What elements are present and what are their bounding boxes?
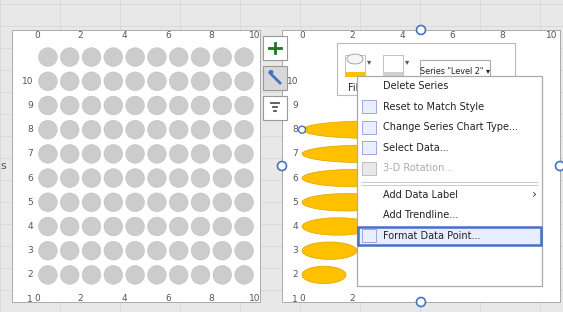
Circle shape — [38, 193, 57, 212]
Text: Fill: Fill — [348, 83, 361, 93]
Text: 4: 4 — [122, 294, 127, 303]
Circle shape — [169, 241, 188, 260]
Circle shape — [191, 120, 210, 139]
Circle shape — [82, 120, 101, 139]
Text: Outline: Outline — [376, 83, 411, 93]
Circle shape — [169, 193, 188, 212]
Text: 6: 6 — [449, 31, 455, 40]
Circle shape — [60, 241, 79, 260]
Text: Series "Level 2" ▾: Series "Level 2" ▾ — [420, 67, 490, 76]
Text: 2: 2 — [349, 294, 355, 303]
Circle shape — [104, 241, 123, 260]
Circle shape — [235, 241, 253, 260]
Circle shape — [148, 144, 166, 163]
Circle shape — [82, 144, 101, 163]
Text: 9: 9 — [292, 101, 298, 110]
FancyBboxPatch shape — [282, 30, 560, 302]
Circle shape — [417, 298, 426, 306]
Circle shape — [60, 120, 79, 139]
Circle shape — [38, 241, 57, 260]
Text: 0: 0 — [34, 31, 40, 40]
Text: 2: 2 — [349, 31, 355, 40]
Circle shape — [191, 72, 210, 91]
Circle shape — [235, 144, 253, 163]
Text: 3: 3 — [292, 246, 298, 255]
Circle shape — [104, 169, 123, 188]
FancyBboxPatch shape — [362, 120, 376, 134]
Circle shape — [169, 266, 188, 284]
Circle shape — [213, 169, 231, 188]
Circle shape — [148, 96, 166, 115]
Text: s: s — [0, 161, 6, 171]
Circle shape — [126, 120, 145, 139]
Circle shape — [148, 217, 166, 236]
Text: 5: 5 — [27, 198, 33, 207]
Circle shape — [126, 217, 145, 236]
Circle shape — [235, 96, 253, 115]
Circle shape — [213, 193, 231, 212]
Circle shape — [213, 144, 231, 163]
Text: 9: 9 — [27, 101, 33, 110]
Circle shape — [235, 193, 253, 212]
Text: 8: 8 — [292, 125, 298, 134]
Circle shape — [126, 144, 145, 163]
Circle shape — [60, 72, 79, 91]
Circle shape — [191, 266, 210, 284]
Text: 6: 6 — [165, 31, 171, 40]
Text: 3-D Rotation...: 3-D Rotation... — [383, 163, 453, 173]
Circle shape — [148, 48, 166, 66]
Text: 7: 7 — [27, 149, 33, 158]
Text: 10: 10 — [21, 77, 33, 86]
Circle shape — [191, 96, 210, 115]
Circle shape — [169, 217, 188, 236]
Text: 8: 8 — [208, 294, 215, 303]
Text: 10: 10 — [546, 31, 558, 40]
Circle shape — [60, 144, 79, 163]
Text: 0: 0 — [34, 294, 40, 303]
FancyBboxPatch shape — [337, 43, 515, 95]
Circle shape — [126, 96, 145, 115]
FancyBboxPatch shape — [263, 96, 287, 120]
Circle shape — [298, 126, 306, 133]
Circle shape — [82, 266, 101, 284]
Text: Reset to Match Style: Reset to Match Style — [383, 102, 484, 112]
Ellipse shape — [302, 242, 357, 259]
Circle shape — [38, 144, 57, 163]
Ellipse shape — [302, 266, 346, 284]
Circle shape — [169, 72, 188, 91]
Text: 6: 6 — [292, 173, 298, 183]
Circle shape — [60, 217, 79, 236]
Circle shape — [82, 193, 101, 212]
Text: Add Data Label: Add Data Label — [383, 190, 458, 200]
Circle shape — [60, 96, 79, 115]
Circle shape — [367, 135, 374, 142]
Circle shape — [126, 241, 145, 260]
Circle shape — [148, 193, 166, 212]
Circle shape — [235, 120, 253, 139]
FancyBboxPatch shape — [263, 66, 287, 90]
Circle shape — [213, 120, 231, 139]
Circle shape — [169, 120, 188, 139]
Text: 1: 1 — [292, 295, 298, 304]
FancyBboxPatch shape — [362, 162, 376, 174]
Circle shape — [126, 193, 145, 212]
Circle shape — [104, 193, 123, 212]
FancyBboxPatch shape — [345, 55, 365, 75]
Circle shape — [60, 193, 79, 212]
Circle shape — [278, 162, 287, 170]
Circle shape — [235, 266, 253, 284]
Circle shape — [38, 72, 57, 91]
Circle shape — [60, 266, 79, 284]
Text: 10: 10 — [249, 294, 261, 303]
Text: 10: 10 — [249, 31, 261, 40]
Circle shape — [38, 96, 57, 115]
Text: 7: 7 — [292, 149, 298, 158]
Circle shape — [126, 169, 145, 188]
Text: 8: 8 — [499, 31, 505, 40]
Text: ▾: ▾ — [405, 57, 409, 66]
Ellipse shape — [269, 70, 274, 74]
Circle shape — [191, 144, 210, 163]
Text: ▾: ▾ — [367, 57, 371, 66]
FancyBboxPatch shape — [362, 100, 376, 113]
